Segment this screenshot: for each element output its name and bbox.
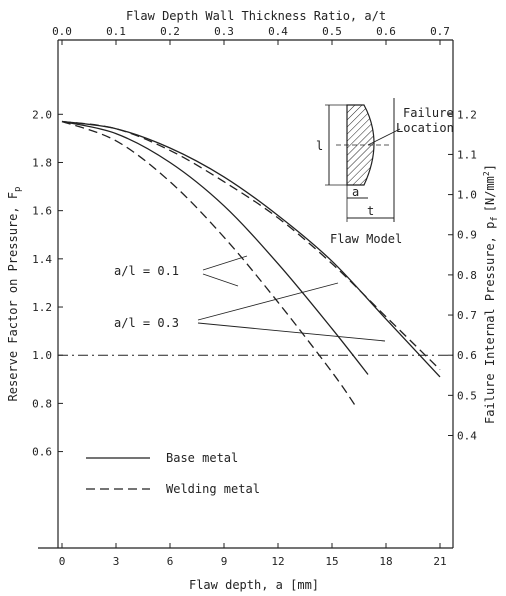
y2-tick-label: 0.5 xyxy=(457,389,477,402)
x-tick-label: 6 xyxy=(167,555,174,568)
y-tick-label: 2.0 xyxy=(32,108,52,121)
series-line-welding-01 xyxy=(61,120,441,371)
y2-tick-label: 0.6 xyxy=(457,349,477,362)
top-tick-label: 0.2 xyxy=(160,25,180,38)
y-tick-label: 0.8 xyxy=(32,397,52,410)
top-tick-label: 0.0 xyxy=(52,25,72,38)
y-tick-label: 1.8 xyxy=(32,156,52,169)
annotation-leaders xyxy=(197,255,386,342)
x-tick-label: 3 xyxy=(113,555,120,568)
leader-01-lower xyxy=(202,273,239,287)
x-tick-label: 9 xyxy=(221,555,228,568)
flaw-model-inset: l a t Failure Location Flaw Model xyxy=(316,98,454,246)
y2-tick-label: 0.9 xyxy=(457,229,477,242)
series-line-base-03 xyxy=(61,120,369,375)
top-tick-label: 0.5 xyxy=(322,25,342,38)
series-line-welding-03 xyxy=(61,120,356,407)
series-layer xyxy=(61,120,441,407)
label-a-over-l-01: a/l = 0.1 xyxy=(114,264,179,278)
x-tick-label: 12 xyxy=(271,555,284,568)
y2-tick-label: 1.2 xyxy=(457,108,477,121)
inset-t-label: t xyxy=(367,204,374,218)
y-tick-label: 1.6 xyxy=(32,205,52,218)
y2-axis-title: Failure Internal Pressure, pf[N/mm2] xyxy=(482,164,500,424)
flaw-model-label: Flaw Model xyxy=(330,232,402,246)
x-tick-label: 0 xyxy=(59,555,66,568)
y-axis-title: Reserve Factor on Pressure, Fp xyxy=(6,187,23,402)
y2-tick-label: 0.8 xyxy=(457,269,477,282)
x-tick-label: 21 xyxy=(433,555,446,568)
top-tick-label: 0.4 xyxy=(268,25,288,38)
leader-01-upper xyxy=(202,255,248,271)
failure-location-label-1: Failure xyxy=(403,106,454,120)
x-axis-title: Flaw depth, a [mm] xyxy=(189,578,319,592)
leader-03-upper xyxy=(197,282,339,321)
top-tick-label: 0.7 xyxy=(430,25,450,38)
top-tick-label: 0.3 xyxy=(214,25,234,38)
y2-tick-label: 1.0 xyxy=(457,189,477,202)
top-tick-label: 0.6 xyxy=(376,25,396,38)
ticks-layer: 0 3 6 9 12 15 18 21 0.0 0.1 0.2 0.3 0.4 0.5 0.6 0.7 0.6 0… xyxy=(32,25,477,568)
leader-03-lower xyxy=(197,322,386,342)
inset-a-label: a xyxy=(352,185,359,199)
y2-tick-label: 1.1 xyxy=(457,148,477,161)
y2-tick-label: 0.4 xyxy=(457,430,477,443)
failure-location-label-2: Location xyxy=(396,121,454,135)
y-tick-label: 1.0 xyxy=(32,349,52,362)
inset-l-label: l xyxy=(316,139,323,153)
failure-location-pointer xyxy=(367,128,401,146)
legend-label-base: Base metal xyxy=(166,451,238,465)
top-tick-label: 0.1 xyxy=(106,25,126,38)
legend-label-welding: Welding metal xyxy=(166,482,260,496)
y-tick-label: 1.2 xyxy=(32,301,52,314)
y2-tick-label: 0.7 xyxy=(457,309,477,322)
label-a-over-l-03: a/l = 0.3 xyxy=(114,316,179,330)
series-line-base-01 xyxy=(61,120,441,378)
y-tick-label: 0.6 xyxy=(32,446,52,459)
legend: Base metal Welding metal xyxy=(86,451,260,496)
x-tick-label: 18 xyxy=(379,555,392,568)
y-tick-label: 1.4 xyxy=(32,253,52,266)
x-tick-label: 15 xyxy=(325,555,338,568)
top-axis-title: Flaw Depth Wall Thickness Ratio, a/t xyxy=(126,9,386,23)
